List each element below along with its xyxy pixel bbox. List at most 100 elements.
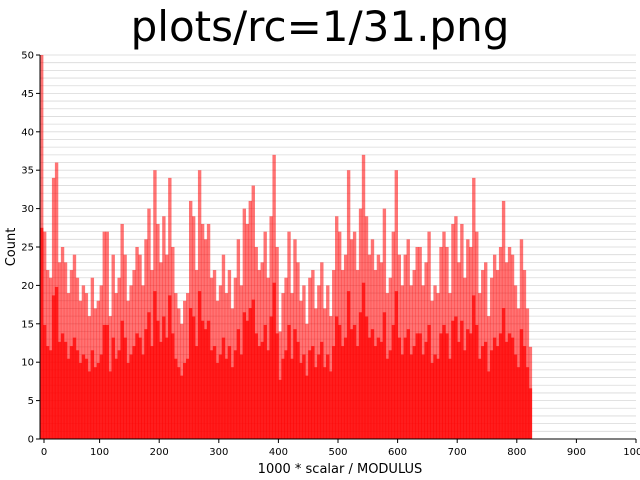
histogram-bar-overlap <box>239 354 244 439</box>
histogram-bar-overlap <box>460 320 464 439</box>
histogram-bar-overlap <box>391 324 396 439</box>
histogram-bar-overlap <box>370 329 375 439</box>
histogram-bar-overlap <box>284 350 288 439</box>
histogram-bar-overlap <box>361 282 366 439</box>
histogram-bar-overlap <box>463 350 467 439</box>
histogram-bar-overlap <box>108 371 112 439</box>
histogram-bar-overlap <box>338 324 342 439</box>
y-tick-label: 20 <box>21 281 34 292</box>
histogram-bar-overlap <box>481 346 485 439</box>
histogram-bar-overlap <box>320 341 324 439</box>
histogram-bar-overlap <box>421 354 425 439</box>
histogram-bar-overlap <box>364 316 369 439</box>
histogram-bar-overlap <box>111 337 115 439</box>
histogram-bar-overlap <box>120 320 124 439</box>
histogram-bar-overlap <box>123 337 127 439</box>
histogram-bar-overlap <box>218 354 223 439</box>
histogram-bar-overlap <box>200 320 205 439</box>
histogram-bar-overlap <box>54 286 59 439</box>
histogram-bar-overlap <box>180 375 184 439</box>
histogram-bar-overlap <box>233 350 238 439</box>
histogram-bar-overlap <box>478 358 482 439</box>
histogram-bar-overlap <box>379 341 384 439</box>
histogram-bar-overlap <box>415 333 419 439</box>
histogram-bar-overlap <box>302 354 306 439</box>
histogram-bar-overlap <box>352 324 357 439</box>
histogram-bar-overlap <box>445 333 449 439</box>
histogram-bar-overlap <box>373 346 378 439</box>
histogram-bar-overlap <box>385 358 390 439</box>
histogram-bar-overlap <box>317 354 321 439</box>
histogram-bar-overlap <box>349 329 354 439</box>
histogram-bar-overlap <box>63 341 68 439</box>
histogram-bar-overlap <box>197 291 202 439</box>
histogram-bar-overlap <box>81 354 86 439</box>
histogram-bar-overlap <box>466 329 470 439</box>
histogram-bar-overlap <box>335 316 339 439</box>
histogram-bar-overlap <box>206 320 211 439</box>
x-tick-label: 200 <box>150 447 169 458</box>
histogram-bar-overlap <box>457 341 461 439</box>
histogram-bar-overlap <box>60 333 65 439</box>
histogram-bar-overlap <box>254 333 258 439</box>
histogram-bar-overlap <box>96 362 100 439</box>
histogram-bar-overlap <box>311 346 315 439</box>
histogram-bar-overlap <box>489 350 494 439</box>
histogram-bar-overlap <box>257 346 261 439</box>
histogram-bar-overlap <box>236 329 241 439</box>
histogram-bar-overlap <box>212 346 217 439</box>
y-tick-label: 40 <box>21 127 34 138</box>
histogram-bar-overlap <box>90 350 95 439</box>
histogram-bar-overlap <box>227 346 232 439</box>
histogram-bar-overlap <box>171 333 175 439</box>
x-tick-label: 700 <box>448 447 467 458</box>
histogram-bar-overlap <box>525 367 530 439</box>
histogram-bar-overlap <box>159 341 163 439</box>
x-tick-label: 300 <box>209 447 228 458</box>
y-tick-label: 25 <box>21 243 34 254</box>
histogram-bar-overlap <box>251 299 255 439</box>
histogram-bar-overlap <box>177 367 181 439</box>
histogram-bar-overlap <box>513 354 518 439</box>
x-tick-label: 100 <box>90 447 109 458</box>
histogram-bar-overlap <box>442 324 446 439</box>
histogram-bar-overlap <box>48 350 53 439</box>
histogram-bar-overlap <box>376 337 381 439</box>
histogram-bar-overlap <box>492 337 497 439</box>
histogram-bar-overlap <box>42 324 47 439</box>
y-tick-label: 45 <box>21 89 34 100</box>
histogram-bar-overlap <box>472 295 476 439</box>
y-tick-label: 10 <box>21 358 34 369</box>
histogram-bar-overlap <box>57 341 62 439</box>
histogram-bar-overlap <box>409 354 413 439</box>
histogram-bar-overlap <box>69 346 74 439</box>
histogram-bar-overlap <box>132 346 136 439</box>
histogram-bar-overlap <box>314 367 318 439</box>
y-tick-label: 50 <box>21 51 34 62</box>
histogram-bar-overlap <box>427 324 431 439</box>
histogram-bar-overlap <box>382 312 387 439</box>
histogram-bar-overlap <box>174 358 178 439</box>
histogram-bar-overlap <box>397 337 401 439</box>
histogram-bar-overlap <box>510 337 515 439</box>
histogram-bar-overlap <box>66 358 71 439</box>
histogram-bar-overlap <box>448 358 452 439</box>
y-axis-ticks: 0 5 10 15 20 25 30 35 40 45 50 <box>21 51 40 446</box>
histogram-bar-overlap <box>430 362 434 439</box>
histogram-bar-overlap <box>40 227 44 439</box>
histogram-bar-overlap <box>245 320 249 439</box>
histogram-bar-overlap <box>150 346 154 439</box>
histogram-bar-overlap <box>165 337 169 439</box>
y-tick-label: 15 <box>21 319 34 330</box>
histogram-bar-overlap <box>105 324 109 439</box>
histogram-bar-overlap <box>358 312 363 439</box>
histogram-bar-overlap <box>433 354 437 439</box>
histogram-bar-overlap <box>424 341 428 439</box>
x-tick-label: 0 <box>41 447 47 458</box>
histogram-bar-overlap <box>418 333 422 439</box>
histogram-bar-overlap <box>275 333 279 439</box>
histogram-bar-overlap <box>436 358 440 439</box>
histogram-bar-overlap <box>516 367 521 439</box>
histogram-bar-overlap <box>141 354 145 439</box>
